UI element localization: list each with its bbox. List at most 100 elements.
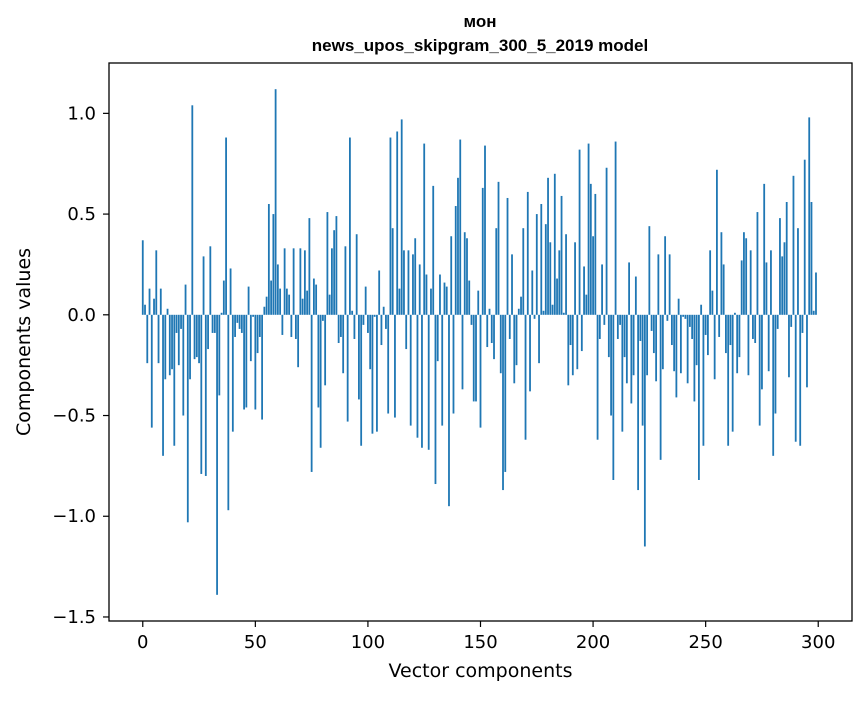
bar-149 (477, 290, 480, 315)
bar-124 (421, 314, 423, 448)
bar-8 (159, 288, 162, 315)
bar-50 (254, 314, 257, 410)
x-tick-label-300: 300 (801, 632, 835, 653)
bar-26 (200, 314, 203, 474)
bar-35 (220, 312, 223, 315)
bar-199 (589, 183, 592, 315)
bar-188 (565, 234, 567, 315)
bar-245 (693, 314, 696, 402)
bar-137 (450, 236, 453, 315)
bar-69 (297, 314, 300, 368)
bar-279 (770, 250, 772, 315)
bar-97 (360, 314, 363, 446)
bar-281 (774, 314, 777, 414)
bar-157 (495, 228, 498, 315)
bar-111 (391, 228, 394, 315)
bar-201 (594, 193, 597, 315)
bar-131 (436, 314, 439, 362)
bar-246 (695, 314, 698, 366)
bar-238 (677, 298, 680, 315)
bar-192 (574, 242, 576, 315)
bar-177 (540, 204, 543, 315)
bar-29 (207, 314, 209, 350)
bar-296 (808, 117, 811, 315)
bar-191 (571, 314, 574, 376)
bar-121 (414, 238, 417, 315)
bar-280 (772, 314, 775, 456)
bar-170 (524, 314, 527, 440)
bar-28 (204, 314, 207, 476)
bar-266 (740, 260, 743, 315)
bar-171 (526, 191, 529, 315)
bar-235 (670, 314, 673, 346)
bar-72 (303, 250, 306, 315)
bar-174 (533, 314, 536, 319)
bar-291 (797, 228, 799, 315)
y-tick-label-5: 1.0 (67, 103, 96, 124)
bar-293 (801, 314, 804, 333)
bar-95 (355, 234, 358, 315)
bar-236 (673, 314, 676, 372)
bar-107 (382, 306, 385, 315)
bar-128 (430, 288, 432, 315)
bar-40 (231, 314, 234, 432)
bar-76 (312, 278, 315, 315)
bar-250 (704, 314, 707, 335)
bar-264 (736, 314, 739, 374)
bar-234 (668, 254, 671, 315)
chart-title-line-2: news_upos_skipgram_300_5_2019 model (312, 36, 648, 55)
bar-167 (517, 308, 520, 315)
x-tick-label-250: 250 (688, 632, 722, 653)
bar-136 (448, 314, 450, 507)
bar-46 (245, 314, 248, 408)
bar-48 (249, 314, 252, 362)
bar-24 (195, 314, 198, 358)
bar-140 (457, 177, 459, 315)
bar-214 (623, 314, 626, 358)
bar-268 (745, 238, 748, 315)
bar-194 (578, 149, 581, 315)
bar-261 (729, 314, 732, 346)
chart-title: мон news_upos_skipgram_300_5_2019 model (312, 12, 648, 55)
bar-117 (405, 314, 408, 350)
x-tick-label-0: 0 (137, 632, 148, 653)
bar-219 (634, 276, 637, 315)
bar-220 (637, 314, 640, 491)
bar-218 (632, 314, 635, 376)
bar-173 (531, 270, 534, 315)
bar-51 (256, 314, 259, 354)
y-tick-label-0: −1.5 (52, 607, 96, 628)
bar-200 (592, 236, 594, 315)
bar-41 (234, 314, 236, 337)
bar-94 (353, 314, 356, 339)
bar-222 (641, 314, 644, 426)
bar-67 (292, 248, 295, 315)
bar-9 (162, 314, 164, 456)
bar-181 (549, 242, 552, 315)
bar-163 (508, 314, 511, 339)
bar-138 (452, 314, 455, 414)
bar-202 (596, 314, 599, 440)
bar-227 (652, 314, 655, 354)
bar-123 (418, 264, 421, 315)
bar-90 (344, 246, 347, 315)
bar-20 (186, 314, 189, 523)
bar-126 (425, 274, 428, 315)
bar-248 (700, 304, 703, 315)
bar-183 (553, 173, 556, 315)
bar-78 (317, 314, 320, 408)
bar-1 (144, 304, 146, 315)
bar-295 (806, 314, 808, 388)
bar-156 (493, 314, 495, 360)
x-axis-ticks: 0 50 100 150 200 250 300 (137, 621, 835, 653)
bar-60 (276, 264, 279, 315)
bar-44 (240, 314, 243, 333)
x-axis-label: Vector components (389, 660, 573, 682)
bar-84 (331, 248, 333, 315)
bar-59 (274, 89, 277, 315)
bar-79 (319, 314, 322, 448)
bar-242 (686, 314, 689, 384)
y-tick-label-3: 0.0 (67, 305, 96, 326)
bar-116 (403, 250, 405, 315)
bar-25 (198, 314, 200, 364)
